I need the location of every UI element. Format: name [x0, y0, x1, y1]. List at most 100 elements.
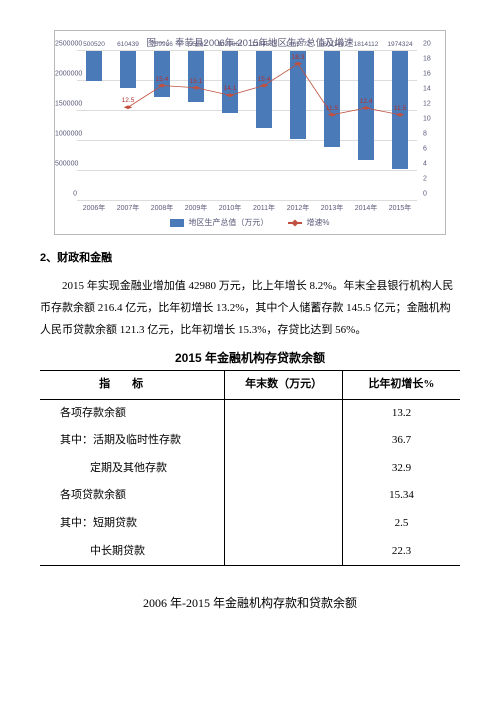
cell-indicator: 中长期贷款 [40, 538, 225, 566]
bar: 1465577 [290, 51, 306, 139]
bar-value-label: 1029661 [217, 41, 242, 48]
line-value-label: 12.5 [122, 97, 135, 104]
cell-growth: 13.2 [342, 399, 460, 427]
bar-value-label: 1284533 [251, 41, 276, 48]
bar-slot: 610439 [111, 51, 145, 201]
bar: 855842 [188, 51, 204, 102]
y-axis-right: 02468101214161820 [423, 51, 445, 201]
table-row: 各项存款余额 13.2 [40, 399, 460, 427]
chart-legend: 地区生产总值（万元） 增速% [55, 213, 445, 234]
cell-indicator: 各项存款余额 [40, 399, 225, 427]
y-left-tick: 1000000 [55, 131, 77, 138]
x-tick-label: 2006年 [77, 203, 111, 213]
x-tick-label: 2008年 [145, 203, 179, 213]
bar-slot: 1465577 [281, 51, 315, 201]
y-right-tick: 12 [423, 101, 445, 108]
col-growth: 比年初增长% [342, 371, 460, 400]
line-value-label: 14.1 [224, 85, 237, 92]
line-value-label: 15.4 [156, 76, 169, 83]
bar: 500520 [86, 51, 102, 81]
bar-value-label: 1814112 [354, 41, 379, 48]
x-tick-label: 2013年 [315, 203, 349, 213]
table-row: 其中：短期贷款 2.5 [40, 510, 460, 538]
bar-slot: 1814112 [349, 51, 383, 201]
chart-bars: 500520 610439 759986 855842 1029661 1284533 14… [77, 51, 417, 201]
bar: 610439 [120, 51, 136, 88]
bar-value-label: 1974324 [387, 41, 412, 48]
cell-yearend [225, 399, 343, 427]
x-tick-label: 2015年 [383, 203, 417, 213]
section-heading: 2、财政和金融 [40, 249, 460, 265]
y-left-tick: 1500000 [55, 101, 77, 108]
cell-growth: 36.7 [342, 427, 460, 455]
table-row: 中长期贷款 22.3 [40, 538, 460, 566]
gdp-chart: 图一：奉节县2006年-2015年地区生产总值及增速 0500000100000… [54, 30, 446, 235]
line-value-label: 12.4 [360, 98, 373, 105]
cell-yearend [225, 510, 343, 538]
cell-growth: 32.9 [342, 455, 460, 483]
bar-value-label: 759986 [151, 41, 173, 48]
cell-indicator: 各项贷款余额 [40, 482, 225, 510]
line-value-label: 15.4 [258, 76, 271, 83]
bar-slot: 1284533 [247, 51, 281, 201]
bar-slot: 1601148 [315, 51, 349, 201]
table-row: 各项贷款余额15.34 [40, 482, 460, 510]
bar-value-label: 1465577 [285, 41, 310, 48]
y-right-tick: 0 [423, 191, 445, 198]
line-value-label: 11.5 [326, 105, 338, 112]
bar-slot: 855842 [179, 51, 213, 201]
y-right-tick: 10 [423, 116, 445, 123]
bar-swatch-icon [170, 219, 184, 227]
chart-plot-area: 05000001000000150000020000002500000 0246… [77, 51, 417, 201]
cell-indicator: 其中：活期及临时性存款 [40, 427, 225, 455]
col-indicator: 指标 [40, 371, 225, 400]
cell-indicator: 定期及其他存款 [40, 455, 225, 483]
y-left-tick: 500000 [55, 161, 77, 168]
legend-line: 增速% [288, 217, 329, 228]
table-row: 其中：活期及临时性存款 36.7 [40, 427, 460, 455]
x-tick-label: 2009年 [179, 203, 213, 213]
finance-table: 指标 年末数（万元） 比年初增长% 各项存款余额 13.2 其中：活期及临时性存款 3… [40, 370, 460, 566]
line-value-label: 15.1 [190, 78, 203, 85]
line-value-label: 18.3 [292, 54, 305, 61]
bar-value-label: 610439 [117, 41, 139, 48]
bar: 759986 [154, 51, 170, 97]
y-right-tick: 20 [423, 41, 445, 48]
table-header-row: 指标 年末数（万元） 比年初增长% [40, 371, 460, 400]
legend-bar-label: 地区生产总值（万元） [188, 217, 268, 228]
y-axis-left: 05000001000000150000020000002500000 [55, 51, 77, 201]
table-row: 定期及其他存款 32.9 [40, 455, 460, 483]
cell-yearend [225, 427, 343, 455]
y-right-tick: 6 [423, 146, 445, 153]
bar: 1029661 [222, 51, 238, 113]
bar-slot: 500520 [77, 51, 111, 201]
y-right-tick: 18 [423, 56, 445, 63]
bar-slot: 1974324 [383, 51, 417, 201]
cell-growth: 2.5 [342, 510, 460, 538]
bottom-caption: 2006 年-2015 年金融机构存款和贷款余额 [40, 594, 460, 611]
col-yearend: 年末数（万元） [225, 371, 343, 400]
y-right-tick: 16 [423, 71, 445, 78]
bar-slot: 1029661 [213, 51, 247, 201]
table-title: 2015 年金融机构存贷款余额 [40, 349, 460, 366]
bar-value-label: 855842 [185, 41, 207, 48]
x-tick-label: 2012年 [281, 203, 315, 213]
cell-yearend [225, 455, 343, 483]
y-right-tick: 8 [423, 131, 445, 138]
cell-growth: 22.3 [342, 538, 460, 566]
legend-bar: 地区生产总值（万元） [170, 217, 268, 228]
cell-yearend [225, 482, 343, 510]
x-tick-label: 2011年 [247, 203, 281, 213]
y-right-tick: 2 [423, 176, 445, 183]
y-left-tick: 0 [55, 191, 77, 198]
line-swatch-icon [288, 222, 302, 224]
bar: 1601148 [324, 51, 340, 147]
bar: 1284533 [256, 51, 272, 128]
y-left-tick: 2500000 [55, 41, 77, 48]
cell-indicator: 其中：短期贷款 [40, 510, 225, 538]
bar: 1814112 [358, 51, 374, 160]
bar-value-label: 500520 [83, 41, 105, 48]
x-tick-label: 2014年 [349, 203, 383, 213]
x-tick-label: 2010年 [213, 203, 247, 213]
y-left-tick: 2000000 [55, 71, 77, 78]
